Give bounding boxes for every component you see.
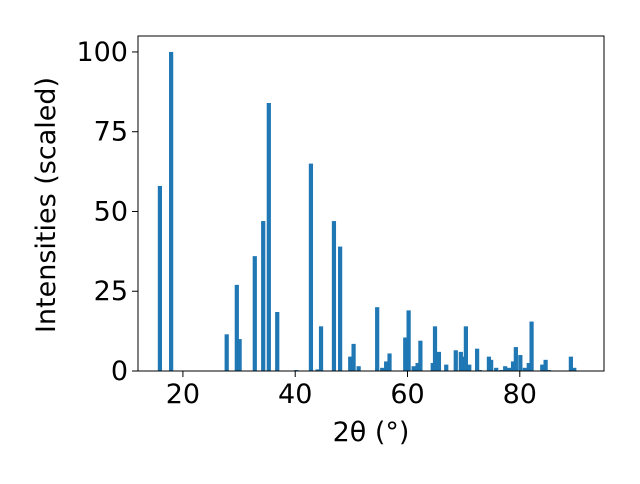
- bar: [453, 350, 458, 371]
- x-axis-label: 2θ (°): [333, 417, 410, 448]
- bar: [458, 351, 463, 371]
- y-axis-ticks: 0 25 50 75 100: [76, 37, 138, 387]
- bar: [432, 326, 438, 371]
- bar: [331, 221, 337, 371]
- bar: [460, 356, 466, 371]
- bar: [475, 348, 480, 371]
- bar: [430, 363, 435, 371]
- bar: [356, 366, 361, 371]
- x-tick-label: 60: [390, 379, 424, 410]
- bar: [157, 185, 162, 371]
- bar: [518, 355, 523, 371]
- bar: [444, 364, 449, 371]
- x-tick-label: 20: [166, 379, 200, 410]
- bar: [415, 363, 420, 371]
- y-tick-label: 25: [94, 276, 128, 307]
- bar: [275, 311, 280, 371]
- bar: [384, 361, 389, 371]
- y-tick-label: 0: [111, 356, 128, 387]
- x-tick-label: 40: [278, 379, 312, 410]
- bar-series: [157, 51, 577, 371]
- bar: [486, 356, 492, 371]
- bar: [568, 356, 573, 371]
- bar: [418, 340, 423, 371]
- bar: [436, 351, 442, 371]
- bar: [503, 366, 508, 371]
- bar: [489, 359, 494, 371]
- x-tick-label: 80: [503, 379, 537, 410]
- bar: [234, 284, 239, 371]
- x-axis-ticks: 20 40 60 80: [166, 371, 537, 410]
- bar: [540, 364, 545, 371]
- bar: [315, 369, 320, 371]
- y-tick-label: 50: [94, 196, 128, 227]
- bar: [169, 51, 174, 371]
- bar: [572, 367, 577, 371]
- bar: [403, 337, 408, 371]
- bar: [261, 221, 266, 371]
- bar: [522, 367, 527, 371]
- bar: [494, 367, 499, 371]
- bar: [351, 343, 356, 371]
- bar: [266, 103, 271, 371]
- bar: [467, 364, 472, 371]
- bar: [463, 326, 468, 371]
- bar: [338, 246, 343, 371]
- bar: [543, 359, 548, 371]
- bar: [513, 347, 518, 371]
- bar: [526, 363, 531, 371]
- bar: [237, 339, 242, 371]
- y-tick-label: 100: [76, 37, 128, 68]
- bar: [411, 366, 416, 371]
- bar: [510, 361, 516, 371]
- y-axis-label: Intensities (scaled): [31, 77, 62, 333]
- bar: [252, 256, 257, 371]
- bar: [375, 307, 380, 371]
- bar: [348, 356, 353, 371]
- bar: [380, 367, 385, 371]
- bar: [406, 310, 411, 371]
- y-tick-label: 75: [94, 117, 128, 148]
- axes-frame: [137, 35, 605, 372]
- bar: [507, 367, 512, 371]
- bar: [529, 321, 534, 371]
- bar: [318, 326, 324, 371]
- bar: [224, 334, 229, 371]
- bar: [308, 163, 314, 371]
- bar: [387, 353, 392, 371]
